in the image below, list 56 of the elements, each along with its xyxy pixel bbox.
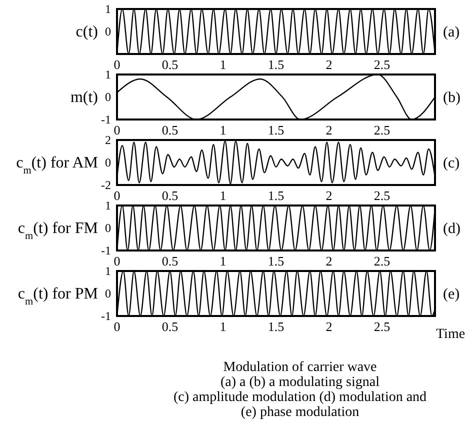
x-tick-label: 1.5: [268, 319, 284, 334]
text: (a) a (b) a modulating signal: [220, 375, 380, 390]
text: (e) phase modulation: [240, 405, 360, 420]
y-tick-label: 0: [105, 286, 111, 300]
x-tick-label: 2.5: [374, 254, 390, 268]
x-tick-label: 1.5: [268, 122, 284, 138]
text: (c): [443, 156, 460, 172]
x-tick-label: 1.5: [268, 57, 284, 72]
y-axis-title: c$_{m}$(t) for PM: [18, 286, 98, 307]
line-series: [116, 140, 436, 184]
y-tick-label: 2: [105, 133, 111, 147]
text: (d): [443, 221, 460, 237]
x-tick-label: 1: [220, 122, 226, 138]
y-tick-label: 1: [105, 2, 111, 16]
text: Modulation of carrier wave: [223, 360, 377, 375]
y-tick-label: -1: [101, 112, 111, 126]
y-axis-title: c$_{m}$(t) for FM: [18, 220, 98, 242]
y-tick-label: 0: [105, 24, 111, 38]
y-tick-label: 0: [105, 156, 111, 170]
y-tick-label: 1: [105, 68, 111, 82]
x-tick-label: 1: [220, 57, 226, 72]
y-tick-label: -1: [101, 244, 111, 258]
x-tick-label: 0.5: [162, 57, 178, 72]
x-tick-label: 0.5: [162, 319, 178, 334]
x-tick-label: 2: [326, 57, 332, 72]
x-tick-label: 2: [326, 254, 332, 268]
x-tick-label: 1: [220, 319, 226, 334]
y-axis-title: m(t): [70, 89, 98, 106]
x-tick-label: 1.5: [268, 254, 284, 268]
text: (b): [443, 90, 460, 106]
y-axis-title: c(t): [76, 24, 98, 40]
y-tick-label: 0: [105, 221, 111, 235]
x-tick-label: 2: [326, 122, 332, 138]
x-axis-title: Time: [436, 327, 466, 342]
x-tick-label: 0.5: [162, 254, 178, 268]
x-tick-label: 2: [326, 188, 332, 203]
x-tick-label: 2: [326, 319, 332, 334]
x-tick-label: 0.5: [162, 188, 178, 203]
x-tick-label: 2.5: [374, 188, 390, 203]
x-tick-label: 1.5: [268, 188, 284, 203]
line-series: [116, 74, 436, 120]
y-axis-title: c$_{m}$(t) for AM: [16, 154, 98, 176]
text: (e): [443, 286, 460, 302]
x-tick-label: 2.5: [374, 57, 390, 72]
y-tick-label: -2: [101, 178, 111, 192]
text: (c) amplitude modulation (d) modulation and: [173, 390, 427, 405]
y-tick-label: 0: [105, 90, 111, 104]
y-tick-label: -1: [101, 309, 111, 323]
y-tick-label: 1: [105, 264, 111, 278]
x-tick-label: 2.5: [374, 319, 390, 334]
x-tick-label: 2.5: [374, 122, 390, 138]
text: (a): [443, 24, 460, 40]
x-tick-label: 1: [220, 188, 226, 203]
y-tick-label: 1: [105, 198, 111, 212]
x-tick-label: 0.5: [162, 122, 178, 138]
x-tick-label: 1: [220, 254, 226, 268]
